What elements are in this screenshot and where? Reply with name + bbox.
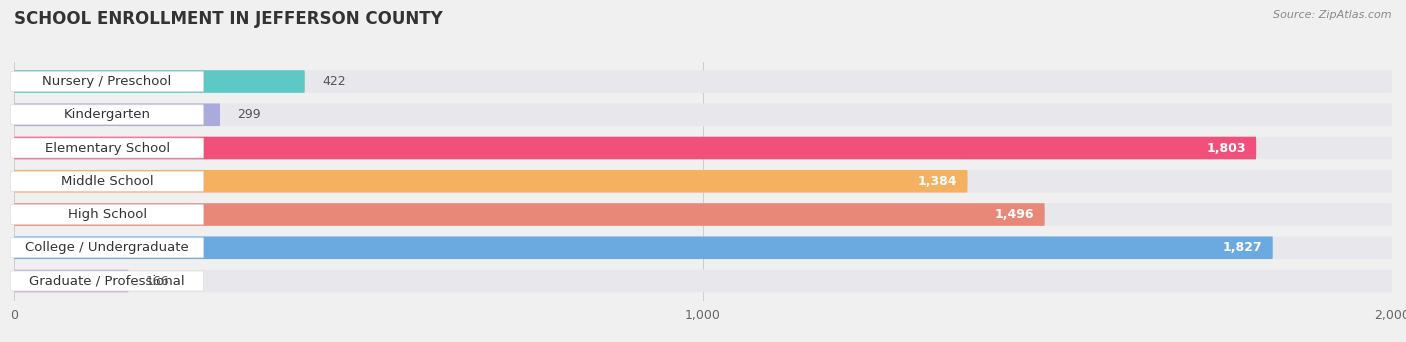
FancyBboxPatch shape bbox=[14, 137, 1392, 159]
Text: 166: 166 bbox=[146, 275, 169, 288]
FancyBboxPatch shape bbox=[14, 103, 221, 126]
Text: Middle School: Middle School bbox=[60, 175, 153, 188]
Text: Nursery / Preschool: Nursery / Preschool bbox=[42, 75, 172, 88]
Text: Kindergarten: Kindergarten bbox=[63, 108, 150, 121]
Text: 299: 299 bbox=[238, 108, 262, 121]
Text: Graduate / Professional: Graduate / Professional bbox=[30, 275, 184, 288]
Text: Elementary School: Elementary School bbox=[45, 142, 170, 155]
Text: 1,803: 1,803 bbox=[1206, 142, 1246, 155]
FancyBboxPatch shape bbox=[14, 170, 1392, 193]
FancyBboxPatch shape bbox=[14, 137, 1256, 159]
Text: SCHOOL ENROLLMENT IN JEFFERSON COUNTY: SCHOOL ENROLLMENT IN JEFFERSON COUNTY bbox=[14, 10, 443, 28]
Text: College / Undergraduate: College / Undergraduate bbox=[25, 241, 188, 254]
FancyBboxPatch shape bbox=[11, 238, 204, 258]
FancyBboxPatch shape bbox=[11, 205, 204, 224]
Text: High School: High School bbox=[67, 208, 146, 221]
FancyBboxPatch shape bbox=[11, 171, 204, 191]
FancyBboxPatch shape bbox=[14, 70, 1392, 93]
FancyBboxPatch shape bbox=[11, 271, 204, 291]
FancyBboxPatch shape bbox=[14, 270, 1392, 292]
FancyBboxPatch shape bbox=[14, 170, 967, 193]
FancyBboxPatch shape bbox=[11, 138, 204, 158]
Text: 1,384: 1,384 bbox=[918, 175, 957, 188]
FancyBboxPatch shape bbox=[14, 203, 1392, 226]
Text: 1,827: 1,827 bbox=[1223, 241, 1263, 254]
Text: 422: 422 bbox=[322, 75, 346, 88]
FancyBboxPatch shape bbox=[14, 270, 128, 292]
FancyBboxPatch shape bbox=[14, 236, 1272, 259]
FancyBboxPatch shape bbox=[14, 103, 1392, 126]
FancyBboxPatch shape bbox=[11, 105, 204, 125]
FancyBboxPatch shape bbox=[14, 203, 1045, 226]
FancyBboxPatch shape bbox=[14, 70, 305, 93]
FancyBboxPatch shape bbox=[11, 71, 204, 92]
FancyBboxPatch shape bbox=[14, 236, 1392, 259]
Text: Source: ZipAtlas.com: Source: ZipAtlas.com bbox=[1274, 10, 1392, 20]
Text: 1,496: 1,496 bbox=[995, 208, 1035, 221]
